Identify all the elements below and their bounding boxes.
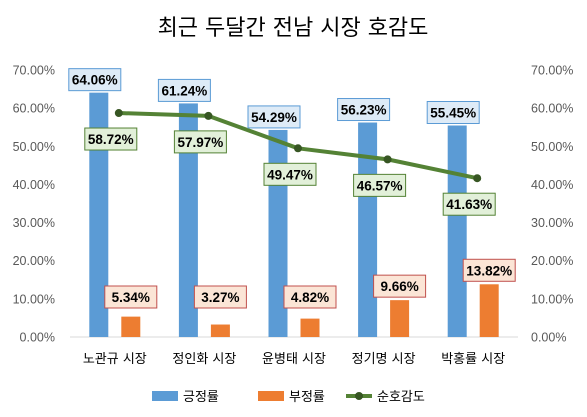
legend-swatch xyxy=(152,391,178,401)
positive-value-label: 55.45% xyxy=(430,105,476,120)
x-category-label: 정기명 시장 xyxy=(352,352,416,367)
data-labels: 64.06% 61.24% 54.29% 56.23% 55.45% 5.34% 3.27%… xyxy=(68,68,516,309)
positive-value-label-box xyxy=(337,98,391,122)
x-category-label: 노관규 시장 xyxy=(83,352,147,367)
net-favorability-marker xyxy=(204,111,213,120)
negative-value-label-box xyxy=(193,285,247,309)
negative-bar xyxy=(121,316,141,337)
net-favorability-marker xyxy=(294,144,302,153)
x-category-label: 정인화 시장 xyxy=(172,352,236,367)
y-tick-label-left: 70.00% xyxy=(13,64,55,78)
y-tick-label-right: 40.00% xyxy=(531,178,573,192)
net-favorability-label-box xyxy=(442,192,496,216)
negative-bar xyxy=(300,318,320,337)
negative-value-label: 3.27% xyxy=(201,290,239,305)
negative-value-label: 9.66% xyxy=(380,279,418,294)
net-favorability-label-box xyxy=(84,127,138,151)
net-favorability-label-box xyxy=(263,162,317,186)
y-tick-label-left: 60.00% xyxy=(13,102,55,116)
y-tick-label-right: 20.00% xyxy=(531,254,573,268)
positive-value-label-box xyxy=(157,78,211,102)
y-tick-label-left: 20.00% xyxy=(13,254,55,268)
negative-value-label: 5.34% xyxy=(112,290,150,305)
y-tick-label-right: 60.00% xyxy=(531,102,573,116)
y-tick-label-right: 10.00% xyxy=(531,292,573,306)
chart-title: 최근 두달간 전남 시장 호감도 xyxy=(158,16,429,41)
negative-bar xyxy=(390,300,410,337)
legend-line-marker xyxy=(355,392,363,400)
x-category-label: 윤병태 시장 xyxy=(262,352,326,367)
legend-label: 순호감도 xyxy=(377,390,425,405)
negative-value-label-box xyxy=(462,258,516,282)
negative-value-label-box xyxy=(373,274,427,298)
y-tick-label-left: 50.00% xyxy=(13,140,55,154)
net-favorability-label: 41.63% xyxy=(446,197,492,212)
legend-label: 부정률 xyxy=(289,390,325,405)
positive-bar xyxy=(447,125,467,337)
positive-bar xyxy=(89,92,109,337)
negative-value-label-box xyxy=(104,285,158,309)
net-favorability-label: 58.72% xyxy=(88,132,134,147)
axes: 0.00% 0.00% 10.00% 10.00% 20.00% 20.00% 30.00%… xyxy=(13,64,574,368)
negative-value-label: 4.82% xyxy=(291,290,329,305)
net-favorability-marker xyxy=(114,109,123,118)
y-tick-label-right: 70.00% xyxy=(531,64,573,78)
positive-bar xyxy=(178,103,198,337)
positive-value-label: 61.24% xyxy=(162,83,208,98)
legend-label: 긍정률 xyxy=(183,390,219,405)
positive-value-label-box xyxy=(426,100,480,124)
positive-value-label: 56.23% xyxy=(341,103,387,118)
negative-value-label: 13.82% xyxy=(466,263,512,278)
legend: 긍정률 부정률 순호감도 xyxy=(152,390,425,405)
line-series xyxy=(114,109,482,183)
net-favorability-marker xyxy=(473,174,482,183)
y-tick-label-left: 30.00% xyxy=(13,216,55,230)
y-tick-label-right: 0.00% xyxy=(531,331,566,345)
x-category-label: 박홍률 시장 xyxy=(441,352,505,367)
y-tick-label-left: 40.00% xyxy=(13,178,55,192)
positive-value-label-box xyxy=(247,105,301,129)
net-favorability-label: 57.97% xyxy=(178,135,224,150)
negative-bar xyxy=(210,324,230,337)
negative-value-label-box xyxy=(283,285,337,309)
y-tick-label-right: 30.00% xyxy=(531,216,573,230)
y-tick-label-left: 10.00% xyxy=(13,292,55,306)
legend-swatch xyxy=(258,391,284,401)
y-tick-label-right: 50.00% xyxy=(531,140,573,154)
positive-value-label: 64.06% xyxy=(72,73,118,88)
bars xyxy=(89,92,499,338)
positive-value-label-box xyxy=(68,68,122,92)
negative-bar xyxy=(479,284,499,337)
net-favorability-label: 46.57% xyxy=(357,178,403,193)
net-favorability-label-box xyxy=(173,130,227,154)
y-tick-label-left: 0.00% xyxy=(20,331,55,345)
net-favorability-label-box xyxy=(353,173,407,197)
positive-value-label: 54.29% xyxy=(251,110,297,125)
net-favorability-marker xyxy=(383,155,392,164)
net-favorability-label: 49.47% xyxy=(267,167,313,182)
